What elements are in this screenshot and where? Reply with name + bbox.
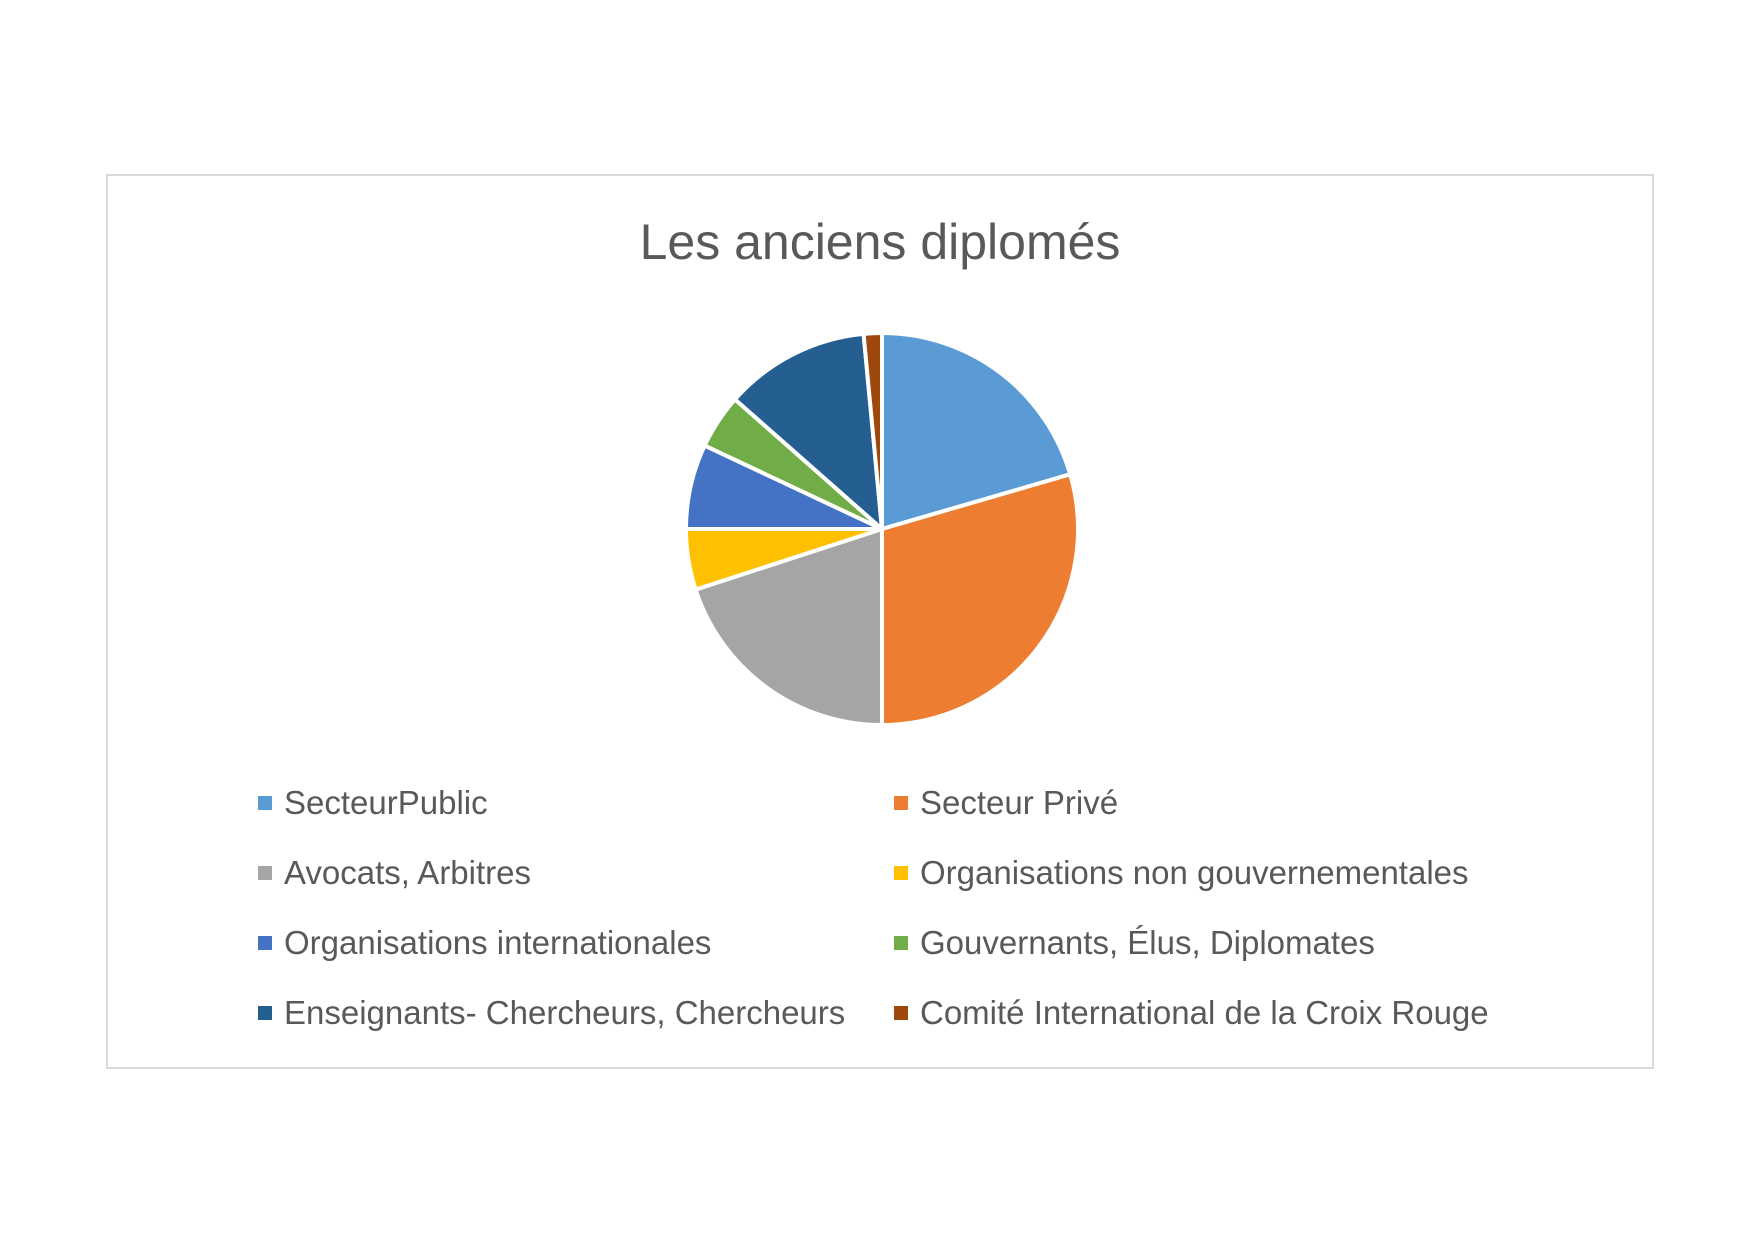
legend-swatch: [894, 866, 908, 880]
legend-item: Organisations non gouvernementales: [894, 850, 1578, 896]
legend-label: Gouvernants, Élus, Diplomates: [920, 924, 1375, 961]
legend-label: Organisations internationales: [284, 924, 712, 961]
chart-legend: SecteurPublic Secteur Privé Avocats, Arbit…: [258, 780, 1578, 1036]
legend-label: Secteur Privé: [920, 784, 1119, 821]
legend-swatch: [894, 1006, 908, 1020]
legend-swatch: [258, 1006, 272, 1020]
chart-title: Les anciens diplomés: [639, 214, 1121, 270]
legend-label: SecteurPublic: [284, 784, 488, 821]
legend-label: Avocats, Arbitres: [284, 854, 532, 891]
legend-item: Gouvernants, Élus, Diplomates: [894, 920, 1578, 966]
legend-label: Enseignants- Chercheurs, Chercheurs: [284, 994, 846, 1031]
legend-item: Organisations internationales: [258, 920, 894, 966]
legend-label: Comité International de la Croix Rouge: [920, 994, 1489, 1031]
chart-container: Les anciens diplomés SecteurPublic Secteu…: [106, 174, 1654, 1069]
pie-slice-6: [732, 331, 884, 531]
legend-swatch: [258, 866, 272, 880]
pie-slice-0: [880, 331, 1073, 531]
pie-slice-7: [861, 331, 884, 531]
legend-item: Comité International de la Croix Rouge: [894, 990, 1578, 1036]
legend-item: Secteur Privé: [894, 780, 1578, 826]
legend-item: Avocats, Arbitres: [258, 850, 894, 896]
legend-label: Organisations non gouvernementales: [920, 854, 1469, 891]
pie-slice-1: [880, 472, 1080, 727]
pie-slice-2: [693, 527, 884, 727]
pie-chart: [684, 331, 1080, 727]
legend-swatch: [894, 936, 908, 950]
legend-swatch: [894, 796, 908, 810]
legend-item: Enseignants- Chercheurs, Chercheurs: [258, 990, 894, 1036]
legend-item: SecteurPublic: [258, 780, 894, 826]
legend-swatch: [258, 796, 272, 810]
legend-swatch: [258, 936, 272, 950]
